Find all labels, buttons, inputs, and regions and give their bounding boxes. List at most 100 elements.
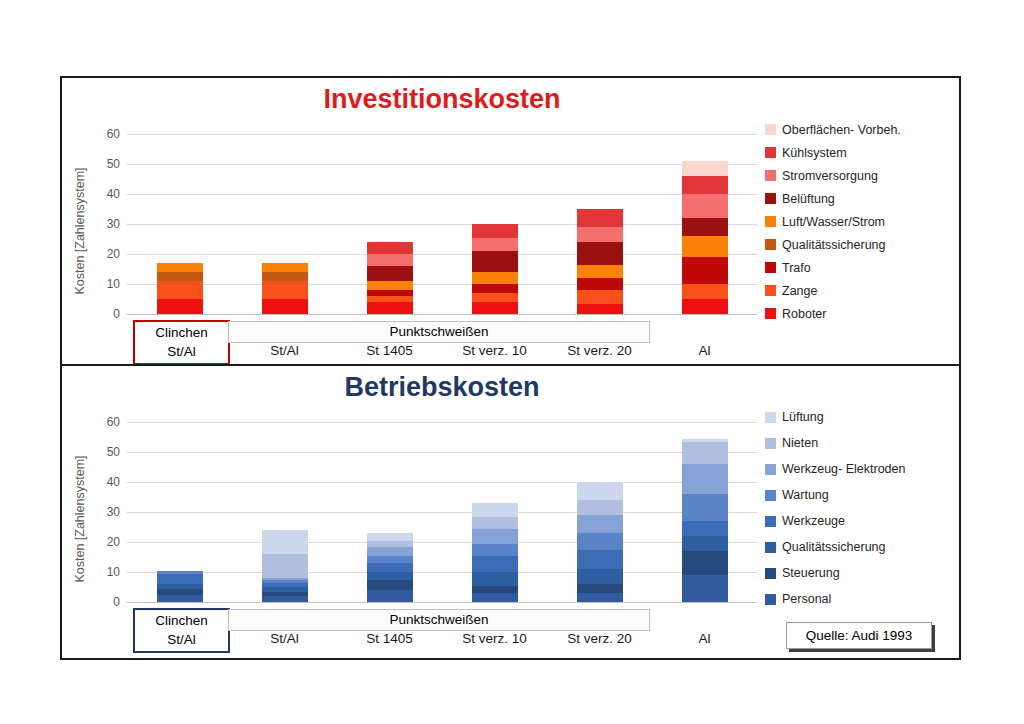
bar-segment <box>577 550 623 570</box>
y-tick-label: 0 <box>80 594 120 610</box>
y-tick-label: 40 <box>80 474 120 490</box>
gridline <box>127 572 757 573</box>
bar-segment <box>682 536 728 551</box>
bar-segment <box>577 304 623 315</box>
bar-segment <box>577 482 623 500</box>
group-label-punktschweissen: Punktschweißen <box>228 321 650 343</box>
bar-segment <box>157 272 203 281</box>
bar-segment <box>367 547 413 556</box>
bar-segment <box>682 257 728 284</box>
legend-item-werkzeug-elektroden: Werkzeug- Elektroden <box>765 456 959 482</box>
bar-segment <box>682 284 728 299</box>
bar-segment <box>472 593 518 602</box>
bar-segment <box>367 290 413 296</box>
x-axis-line <box>127 602 757 603</box>
legend-swatch <box>765 147 776 158</box>
legend-swatch <box>765 490 776 501</box>
bar-segment <box>367 296 413 302</box>
legend-swatch <box>765 516 776 527</box>
legend-label: Wartung <box>782 488 829 502</box>
legend-swatch <box>765 308 776 319</box>
legend-item-luft-wasser-strom: Luft/Wasser/Strom <box>765 210 959 233</box>
bar-segment <box>472 224 518 238</box>
bar-segment <box>472 572 518 586</box>
gridline <box>127 194 757 195</box>
x-axis-line <box>127 314 757 315</box>
bar-segment <box>157 584 203 589</box>
gridline <box>127 422 757 423</box>
bar-segment <box>262 530 308 554</box>
legend-label: Kühlsystem <box>782 146 847 160</box>
legend-swatch <box>765 193 776 204</box>
bar-segment <box>682 218 728 236</box>
legend-label: Luft/Wasser/Strom <box>782 215 885 229</box>
legend-label: Nieten <box>782 436 818 450</box>
y-tick-label: 50 <box>80 156 120 172</box>
bar-segment <box>682 236 728 257</box>
bar-segment <box>262 596 308 602</box>
bar-segment <box>682 494 728 521</box>
legend-item-oberflächen-vorbeh-: Oberflächen- Vorbeh. <box>765 118 959 141</box>
legend-item-werkzeuge: Werkzeuge <box>765 508 959 534</box>
bar-segment <box>157 281 203 299</box>
bar-segment <box>367 580 413 591</box>
legend-item-zange: Zange <box>765 279 959 302</box>
bar-segment <box>472 272 518 284</box>
bar-segment <box>577 569 623 584</box>
gridline <box>127 224 757 225</box>
category-label: St/Al <box>233 630 337 647</box>
bar-segment <box>262 592 308 597</box>
bar-segment <box>577 584 623 593</box>
bar-segment <box>157 574 203 585</box>
legend-label: Zange <box>782 284 817 298</box>
bar-segment <box>262 583 308 588</box>
bar-segment <box>682 521 728 536</box>
gridline <box>127 482 757 483</box>
legend-item-qualitätssicherung: Qualitätssicherung <box>765 233 959 256</box>
legend-swatch <box>765 542 776 553</box>
legend-label: Lüftung <box>782 410 824 424</box>
bar-segment <box>577 515 623 533</box>
y-tick-label: 50 <box>80 444 120 460</box>
bar-segment <box>367 572 413 580</box>
legend-investitionskosten: Oberflächen- Vorbeh. Kühlsystem Stromverso… <box>765 118 959 325</box>
y-tick-label: 60 <box>80 126 120 142</box>
legend-label: Werkzeuge <box>782 514 845 528</box>
investitionskosten-chart-panel: Investitionskosten Kosten [Zahlensystem]… <box>60 76 961 366</box>
legend-label: Steuerung <box>782 566 840 580</box>
legend-label: Stromversorgung <box>782 169 878 183</box>
bar-segment <box>367 242 413 254</box>
bar-segment <box>472 284 518 293</box>
bar-segment <box>262 587 308 592</box>
legend-label: Trafo <box>782 261 811 275</box>
bar-segment <box>472 302 518 314</box>
gridline <box>127 284 757 285</box>
gridline <box>127 452 757 453</box>
legend-label: Personal <box>782 592 831 606</box>
bar-segment <box>367 302 413 314</box>
bar-segment <box>577 533 623 550</box>
legend-label: Belüftung <box>782 192 835 206</box>
y-tick-label: 40 <box>80 186 120 202</box>
bar-segment <box>577 593 623 602</box>
legend-item-lüftung: Lüftung <box>765 404 959 430</box>
gridline <box>127 254 757 255</box>
bar-segment <box>682 551 728 575</box>
bar-segment <box>367 254 413 266</box>
bar-segment <box>472 556 518 573</box>
bar-segment <box>262 578 308 580</box>
legend-item-qualitätssicherung: Qualitätssicherung <box>765 534 959 560</box>
bar-segment <box>367 281 413 290</box>
category-label: St verz. 20 <box>548 342 652 359</box>
legend-item-steuerung: Steuerung <box>765 560 959 586</box>
betriebskosten-chart-panel: Betriebskosten Kosten [Zahlensystem] 010… <box>60 364 961 660</box>
bar-segment <box>682 161 728 176</box>
bar-segment <box>262 580 308 583</box>
bar-segment <box>262 263 308 272</box>
source-note: Quelle: Audi 1993 <box>786 622 932 649</box>
y-tick-label: 60 <box>80 414 120 430</box>
y-tick-label: 20 <box>80 246 120 262</box>
category-label: Al <box>653 630 757 647</box>
bar-segment <box>682 575 728 602</box>
category-label: St verz. 10 <box>443 630 547 647</box>
